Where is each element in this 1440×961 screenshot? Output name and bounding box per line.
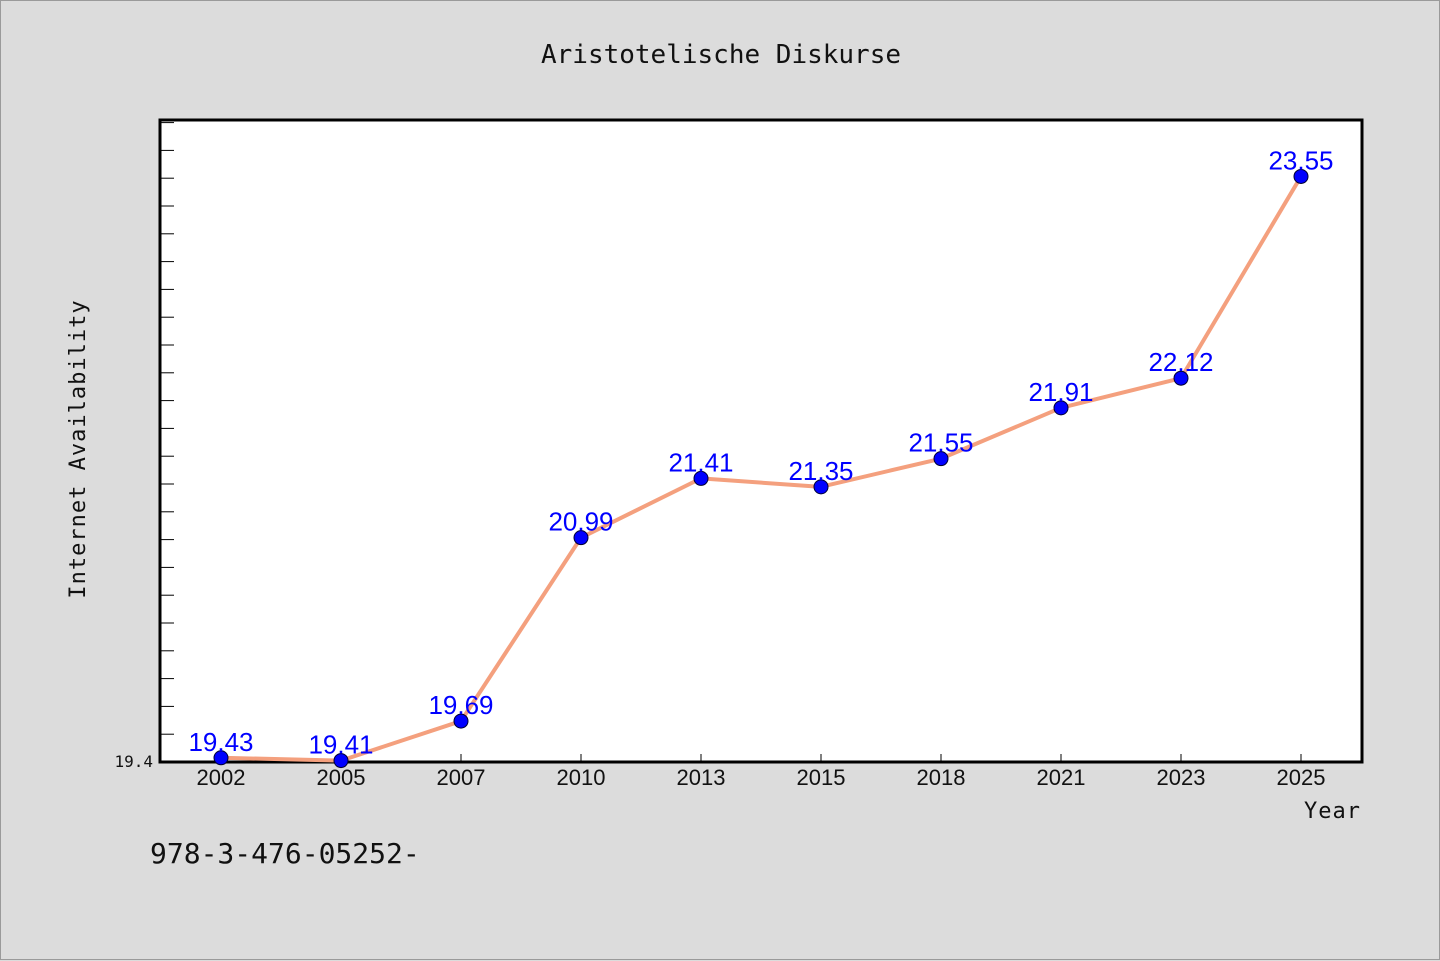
data-point [573, 530, 589, 546]
data-point [1293, 168, 1309, 184]
y-tick-label: 19.4 [114, 752, 153, 771]
data-label: 23.55 [1268, 145, 1333, 175]
y-axis-ticks [160, 122, 174, 763]
x-tick-label: 2018 [917, 765, 966, 790]
data-point [333, 753, 349, 769]
data-point [1053, 400, 1069, 416]
x-axis-ticks: 2002 2005 2007 2010 2013 2015 2018 2021 2023 2025 [197, 754, 1326, 790]
data-label: 21.35 [788, 456, 853, 486]
data-label: 20.99 [548, 507, 613, 537]
data-label: 19.41 [308, 730, 373, 760]
data-label: 22.12 [1148, 347, 1213, 377]
data-point [933, 451, 949, 467]
series-layer [213, 168, 1309, 769]
isbn-text: 978-3-476-05252- [150, 837, 420, 870]
x-tick-label: 2013 [677, 765, 726, 790]
chart-title: Aristotelische Diskurse [541, 40, 901, 70]
data-point [1173, 370, 1189, 386]
x-axis-label: Year [1304, 799, 1361, 824]
x-tick-label: 2002 [197, 765, 246, 790]
plot-area [158, 118, 1364, 764]
x-tick-label: 2005 [317, 765, 366, 790]
data-label: 19.69 [428, 690, 493, 720]
data-point [813, 479, 829, 495]
x-tick-label: 2010 [557, 765, 606, 790]
x-tick-label: 2021 [1037, 765, 1086, 790]
data-labels: 19.43 19.41 19.69 20.99 21.41 21.35 21.55 21.91… [188, 145, 1333, 759]
y-axis-label: Internet Availability [66, 299, 91, 598]
data-point [453, 713, 469, 729]
x-tick-label: 2007 [437, 765, 486, 790]
data-label: 19.43 [188, 727, 253, 757]
data-label: 21.41 [668, 447, 733, 477]
data-point [693, 470, 709, 486]
series-line [220, 175, 1303, 763]
data-label: 21.55 [908, 428, 973, 458]
data-point [213, 750, 229, 766]
x-tick-label: 2023 [1157, 765, 1206, 790]
data-label: 21.91 [1028, 377, 1093, 407]
x-tick-label: 2025 [1277, 765, 1326, 790]
x-tick-label: 2015 [797, 765, 846, 790]
